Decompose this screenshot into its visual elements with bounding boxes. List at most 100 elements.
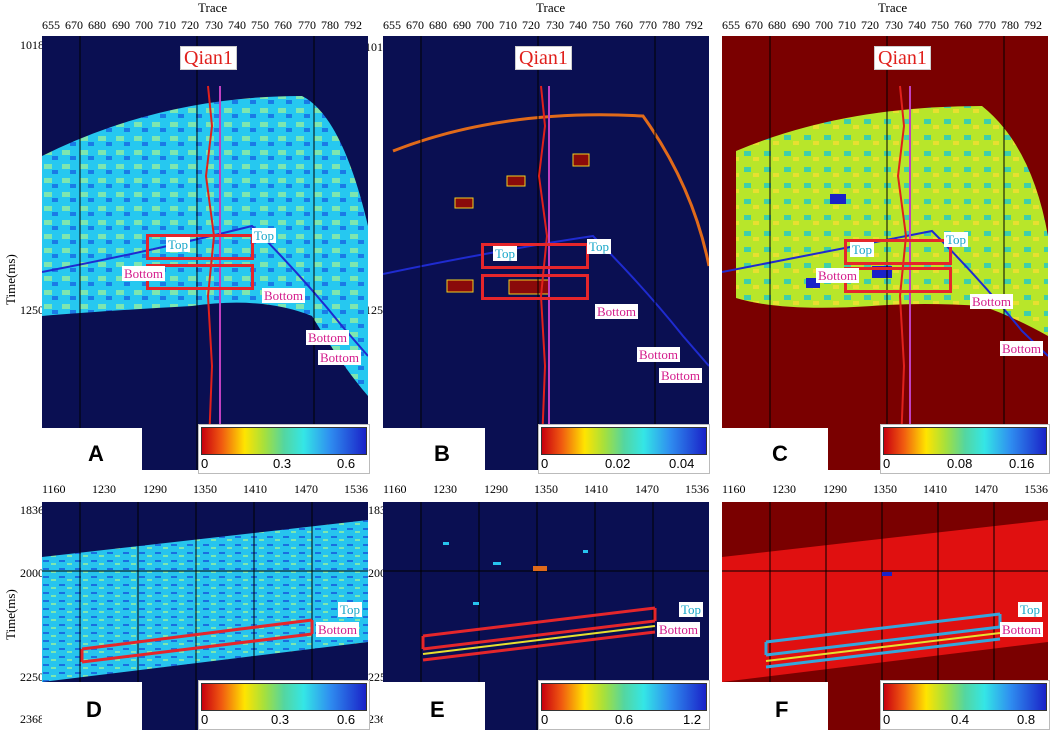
x-ticks-a: 655 670 680 690 700 710 720 730 740 750 760 770 780 7… xyxy=(42,18,368,34)
y-tick-1018-a: 1018 xyxy=(20,38,44,52)
colorbar-f-max: 0.8 xyxy=(1017,712,1036,727)
x-tick-label: 760 xyxy=(954,18,972,32)
x-ticks-e: 1160 1230 1290 1350 1410 1470 1536 xyxy=(383,482,709,498)
x-tick-label: 690 xyxy=(792,18,810,32)
colorbar-c: 0 0.08 0.16 xyxy=(880,424,1050,474)
x-tick-label: 1290 xyxy=(823,482,847,496)
y-tick-2368-d: 2368 xyxy=(20,712,44,726)
colorbar-a: 0 0.3 0.6 xyxy=(198,424,370,474)
x-tick-label: 1160 xyxy=(383,482,407,496)
bottom-label-b-1: Bottom xyxy=(595,304,639,319)
top-box-b xyxy=(481,243,589,269)
top-label-a-2: Top xyxy=(252,228,277,243)
letter-bg-d xyxy=(42,682,142,733)
colorbar-b-min: 0 xyxy=(541,456,549,471)
x-tick-label: 1290 xyxy=(484,482,508,496)
x-tick-label: 730 xyxy=(205,18,223,32)
panel-letter-f: F xyxy=(775,697,789,722)
x-tick-label: 720 xyxy=(181,18,199,32)
letter-bg-a xyxy=(42,428,142,473)
x-tick-label: 750 xyxy=(592,18,610,32)
x-tick-label: 690 xyxy=(112,18,130,32)
letter-bg-b xyxy=(383,428,485,473)
panel-letter-d: D xyxy=(86,697,102,722)
colorbar-gradient-f xyxy=(883,683,1047,711)
x-tick-label: 760 xyxy=(274,18,292,32)
x-tick-label: 770 xyxy=(639,18,657,32)
top-label-c-1: Top xyxy=(850,242,875,257)
y-tick-1250-a: 1250 xyxy=(20,303,44,317)
x-tick-label: 1470 xyxy=(974,482,998,496)
x-tick-label: 770 xyxy=(978,18,996,32)
colorbar-gradient-b xyxy=(541,427,707,455)
colorbar-c-mid: 0.08 xyxy=(947,456,973,471)
top-label-f: Top xyxy=(1018,602,1043,617)
bottom-label-a-1: Bottom xyxy=(122,266,166,281)
colorbar-e-min: 0 xyxy=(541,712,549,727)
x-tick-label: 760 xyxy=(615,18,633,32)
x-tick-label: 1290 xyxy=(143,482,167,496)
colorbar-f-min: 0 xyxy=(883,712,891,727)
x-tick-label: 1410 xyxy=(243,482,267,496)
colorbar-a-min: 0 xyxy=(201,456,209,471)
bottom-label-f: Bottom xyxy=(1000,622,1044,637)
top-label-c-2: Top xyxy=(944,232,969,247)
colorbar-d: 0 0.3 0.6 xyxy=(198,680,370,730)
x-ticks-b: 655 670 680 690 700 710 720 730 740 750 760 770 780 7… xyxy=(383,18,709,34)
x-tick-label: 670 xyxy=(406,18,424,32)
x-tick-label: 1536 xyxy=(685,482,709,496)
bottom-label-b-3: Bottom xyxy=(659,368,703,383)
colorbar-d-mid: 0.3 xyxy=(271,712,290,727)
x-tick-label: 1160 xyxy=(42,482,66,496)
y-axis-label-top: Time(ms) xyxy=(3,254,18,305)
panel-c-section: Qian1 Top Top Bottom Bottom Bottom xyxy=(722,36,1048,470)
panel-letter-b: B xyxy=(434,441,450,466)
colorbar-b-max: 0.04 xyxy=(669,456,695,471)
x-tick-label: 730 xyxy=(546,18,564,32)
top-label-d: Top xyxy=(338,602,363,617)
x-tick-label: 740 xyxy=(228,18,246,32)
x-tick-label: 710 xyxy=(499,18,517,32)
bottom-label-a-2: Bottom xyxy=(262,288,306,303)
colorbar-d-min: 0 xyxy=(201,712,209,727)
x-ticks-c: 655 670 680 690 700 710 720 730 740 750 760 770 780 7… xyxy=(722,18,1048,34)
colorbar-b-mid: 0.02 xyxy=(605,456,631,471)
x-tick-label: 750 xyxy=(251,18,269,32)
colorbar-e-mid: 0.6 xyxy=(615,712,634,727)
well-label-b: Qian1 xyxy=(515,46,572,70)
x-ticks-d: 1160 1230 1290 1350 1410 1470 1536 xyxy=(42,482,368,498)
x-ticks-f: 1160 1230 1290 1350 1410 1470 1536 xyxy=(722,482,1048,498)
letter-bg-f xyxy=(722,682,828,733)
panel-letter-c: C xyxy=(772,441,788,466)
colorbar-gradient-e xyxy=(541,683,707,711)
x-tick-label: 710 xyxy=(158,18,176,32)
bottom-label-c-1: Bottom xyxy=(816,268,860,283)
letter-bg-c xyxy=(722,428,828,473)
x-tick-label: 680 xyxy=(429,18,447,32)
x-tick-label: 1536 xyxy=(344,482,368,496)
well-label-c: Qian1 xyxy=(874,46,931,70)
x-tick-label: 710 xyxy=(838,18,856,32)
x-tick-label: 1230 xyxy=(772,482,796,496)
x-tick-label: 1536 xyxy=(1024,482,1048,496)
y-axis-label-bottom: Time(ms) xyxy=(3,589,18,640)
x-tick-label: 1410 xyxy=(584,482,608,496)
panel-d-attribute-band xyxy=(42,502,368,730)
x-tick-label: 792 xyxy=(344,18,362,32)
y-tick-1836-d: 1836 xyxy=(20,503,44,517)
colorbar-d-max: 0.6 xyxy=(337,712,356,727)
x-tick-label: 690 xyxy=(453,18,471,32)
well-label-a: Qian1 xyxy=(180,46,237,70)
bottom-box-b xyxy=(481,274,589,300)
x-tick-label: 1230 xyxy=(433,482,457,496)
bottom-label-c-2: Bottom xyxy=(970,294,1014,309)
panel-b-attribute-band xyxy=(383,36,709,470)
bottom-label-c-3: Bottom xyxy=(1000,341,1044,356)
x-tick-label: 700 xyxy=(135,18,153,32)
x-tick-label: 700 xyxy=(476,18,494,32)
colorbar-c-max: 0.16 xyxy=(1009,456,1035,471)
x-tick-label: 670 xyxy=(745,18,763,32)
x-tick-label: 680 xyxy=(88,18,106,32)
x-tick-label: 670 xyxy=(65,18,83,32)
x-tick-label: 680 xyxy=(768,18,786,32)
